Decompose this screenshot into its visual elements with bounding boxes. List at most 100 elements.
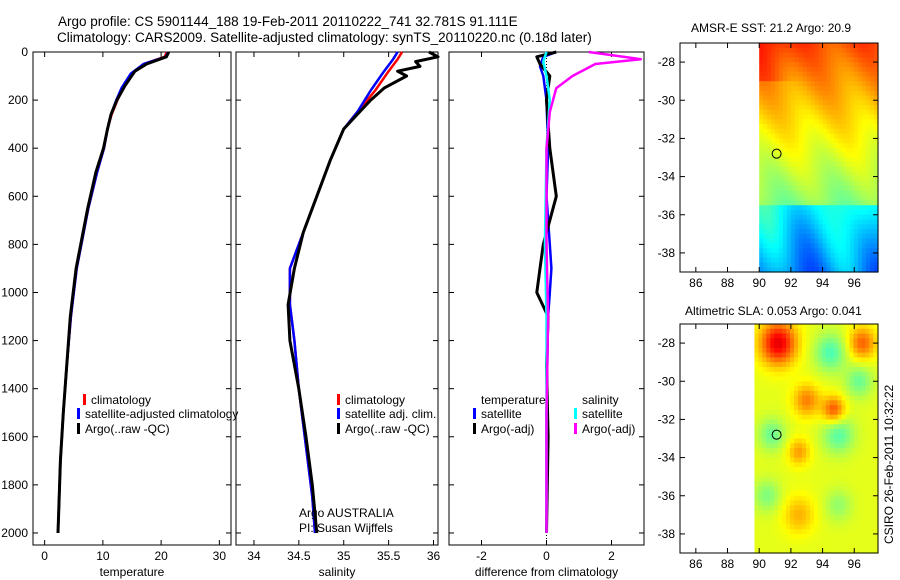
map-cell (838, 109, 843, 116)
map-cell (873, 438, 878, 444)
map-cell (842, 90, 847, 97)
map-cell (850, 229, 855, 235)
map-cell (846, 90, 851, 97)
map-cell (866, 233, 871, 240)
map-cell (790, 414, 795, 421)
map-cell (874, 62, 879, 68)
map-cell (818, 66, 824, 73)
map-cell (758, 371, 763, 378)
map-cell (850, 62, 855, 68)
map-cell (762, 543, 767, 549)
map-cell (809, 514, 815, 521)
map-cell (782, 95, 788, 101)
map-cell (805, 481, 811, 487)
map-cell (854, 95, 859, 101)
map-cell (854, 181, 859, 187)
map-cell (762, 443, 767, 449)
map-cell (806, 143, 812, 149)
map-cell (862, 209, 867, 216)
map-cell (813, 438, 819, 444)
map-cell (809, 471, 815, 478)
map-cell (779, 262, 784, 268)
map-cell (837, 324, 843, 330)
map-cell (822, 214, 828, 221)
map-cell (754, 452, 760, 459)
map-cell (861, 471, 866, 478)
map-cell (771, 229, 776, 235)
map-cell (830, 71, 836, 77)
map-cell (849, 514, 855, 521)
map-cell (862, 195, 867, 202)
map-cell (825, 376, 831, 382)
map-cell (786, 548, 791, 554)
map-cell (866, 124, 871, 130)
map-cell (870, 128, 875, 135)
map-cell (833, 357, 839, 363)
map-cell (825, 448, 831, 454)
map-cell (861, 338, 866, 344)
map-cell (798, 533, 803, 540)
map-cell (857, 343, 862, 349)
map-cell (833, 462, 839, 468)
map-cell (838, 95, 843, 101)
map-cell (759, 43, 764, 49)
map-cell (865, 390, 870, 397)
map-cell (841, 538, 847, 545)
map-cell (763, 100, 768, 106)
map-cell (810, 105, 816, 111)
map-y-tick-label: -36 (658, 489, 676, 503)
map-cell (850, 186, 855, 192)
map-cell (774, 514, 779, 521)
map-cell (758, 414, 763, 421)
map-cell (782, 209, 788, 216)
map-cell (869, 538, 874, 545)
map-cell (763, 162, 768, 168)
map-cell (758, 510, 763, 516)
map-cell (758, 357, 763, 363)
map-cell (801, 524, 807, 530)
map-cell (854, 262, 859, 268)
map-cell (853, 324, 859, 330)
map-cell (778, 405, 783, 411)
map-cell (794, 400, 799, 406)
map-cell (833, 481, 839, 487)
map-cell (850, 143, 855, 149)
map-cell (794, 324, 799, 330)
map-cell (810, 171, 816, 178)
map-cell (794, 347, 799, 354)
map-cell (869, 481, 874, 487)
map-cell (805, 328, 811, 335)
map-cell (770, 357, 775, 363)
map-cell (821, 476, 827, 483)
map-cell (786, 328, 791, 335)
map-cell (771, 76, 776, 82)
map-cell (821, 405, 827, 411)
map-cell (794, 514, 799, 521)
map-cell (826, 214, 832, 221)
map-cell (802, 114, 808, 120)
map-cell (801, 424, 807, 430)
map-cell (870, 214, 875, 221)
map-cell (842, 66, 847, 73)
map-cell (821, 443, 827, 449)
map-cell (846, 243, 851, 249)
map-cell (814, 81, 820, 87)
map-cell (850, 133, 855, 140)
map-cell (782, 190, 788, 197)
legend-difference-sal-argo-label: Argo(-adj) (582, 422, 635, 436)
map-cell (846, 138, 851, 144)
map-cell (821, 381, 827, 387)
map-cell (809, 381, 815, 387)
map-cell (790, 186, 796, 192)
map-cell (826, 43, 832, 49)
map-cell (778, 529, 783, 535)
map-cell (854, 138, 859, 144)
map-cell (841, 443, 847, 449)
map-cell (759, 200, 764, 206)
map-cell (841, 405, 847, 411)
map-cell (865, 371, 870, 378)
map-cell (774, 481, 779, 487)
map-cell (805, 324, 811, 330)
map-cell (786, 57, 792, 63)
map-cell (786, 476, 791, 483)
